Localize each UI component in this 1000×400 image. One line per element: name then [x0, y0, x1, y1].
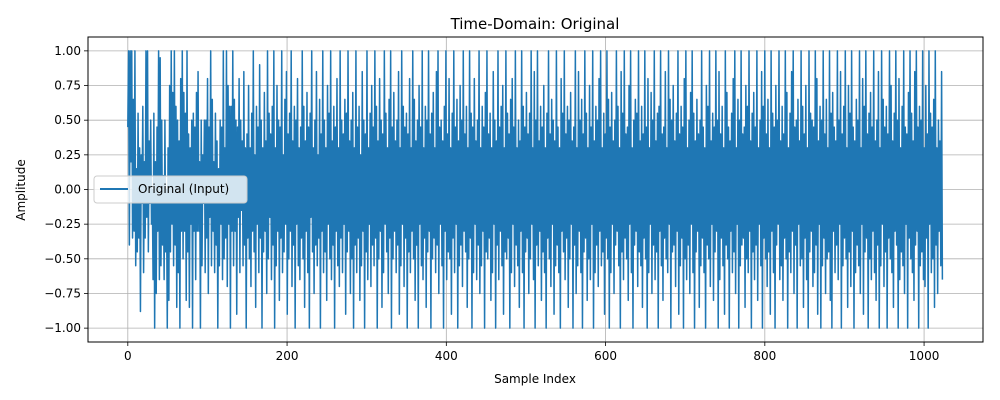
y-tick-label: 0.00 — [54, 183, 81, 197]
y-tick-label: 0.25 — [54, 148, 81, 162]
series-line-original-input — [127, 50, 944, 329]
legend: Original (Input) — [93, 175, 248, 204]
axis-ticks: 0 200 400 600 800 1000 1.00 0.75 0.50 0.25 0.00 −0.… — [44, 44, 939, 363]
y-tick-label: 0.50 — [54, 113, 81, 127]
x-tick-label: 400 — [435, 349, 458, 363]
y-tick-label: 0.75 — [54, 79, 81, 93]
y-tick-label: −1.00 — [44, 321, 81, 335]
y-axis-label: Amplitude — [14, 159, 28, 221]
legend-box — [93, 175, 248, 204]
x-tick-label: 600 — [594, 349, 617, 363]
legend-label: Original (Input) — [138, 182, 229, 196]
y-tick-label: 1.00 — [54, 44, 81, 58]
y-tick-label: −0.75 — [44, 286, 81, 300]
y-tick-label: −0.25 — [44, 217, 81, 231]
x-tick-label: 800 — [753, 349, 776, 363]
y-tick-label: −0.50 — [44, 252, 81, 266]
x-axis-label: Sample Index — [494, 372, 576, 386]
plot-area — [127, 50, 944, 329]
chart-title: Time-Domain: Original — [450, 15, 620, 33]
x-tick-label: 1000 — [909, 349, 940, 363]
x-tick-label: 0 — [124, 349, 132, 363]
x-tick-label: 200 — [276, 349, 299, 363]
